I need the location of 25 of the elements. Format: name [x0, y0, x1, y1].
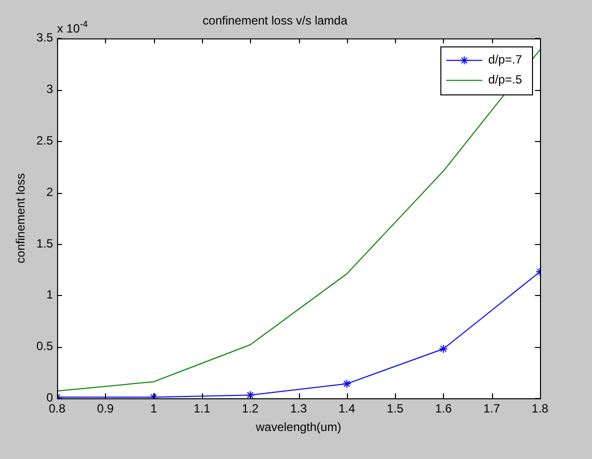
x-tick-label: 1.6: [435, 402, 452, 416]
x-tick-label: 1.5: [386, 402, 404, 416]
x-axis-title: wavelength(um): [254, 420, 342, 434]
x-tick-label: 1.1: [194, 402, 211, 416]
y-tick-label: 1.5: [36, 236, 54, 250]
legend-label: d/p=.7: [488, 52, 522, 67]
y-tick-label: 3: [46, 82, 54, 96]
point: [342, 379, 352, 388]
y-axis-title: confinement loss: [14, 173, 28, 264]
y-tick-label: 2: [46, 184, 54, 199]
x-tick-label: 1.3: [290, 402, 308, 416]
y-tick-label: 3.5: [36, 30, 54, 45]
x-tick-label: 0.9: [97, 402, 114, 416]
point: [246, 390, 255, 398]
y-tick-label: 2.5: [36, 134, 54, 148]
point: [438, 344, 448, 354]
legend-label: d/p=.5: [488, 72, 522, 87]
x-tick-label: 1.7: [483, 402, 500, 416]
x-tick-label: 1.2: [242, 402, 259, 416]
y-tick-label: 1: [46, 288, 54, 302]
chart-title: confinement loss v/s lamda: [202, 14, 348, 28]
x-tick-label: 1.8: [532, 402, 549, 416]
y-tick-label: 0.5: [36, 339, 54, 354]
x-tick-label: 1.4: [338, 402, 356, 416]
x-tick-label: 1: [150, 402, 158, 416]
